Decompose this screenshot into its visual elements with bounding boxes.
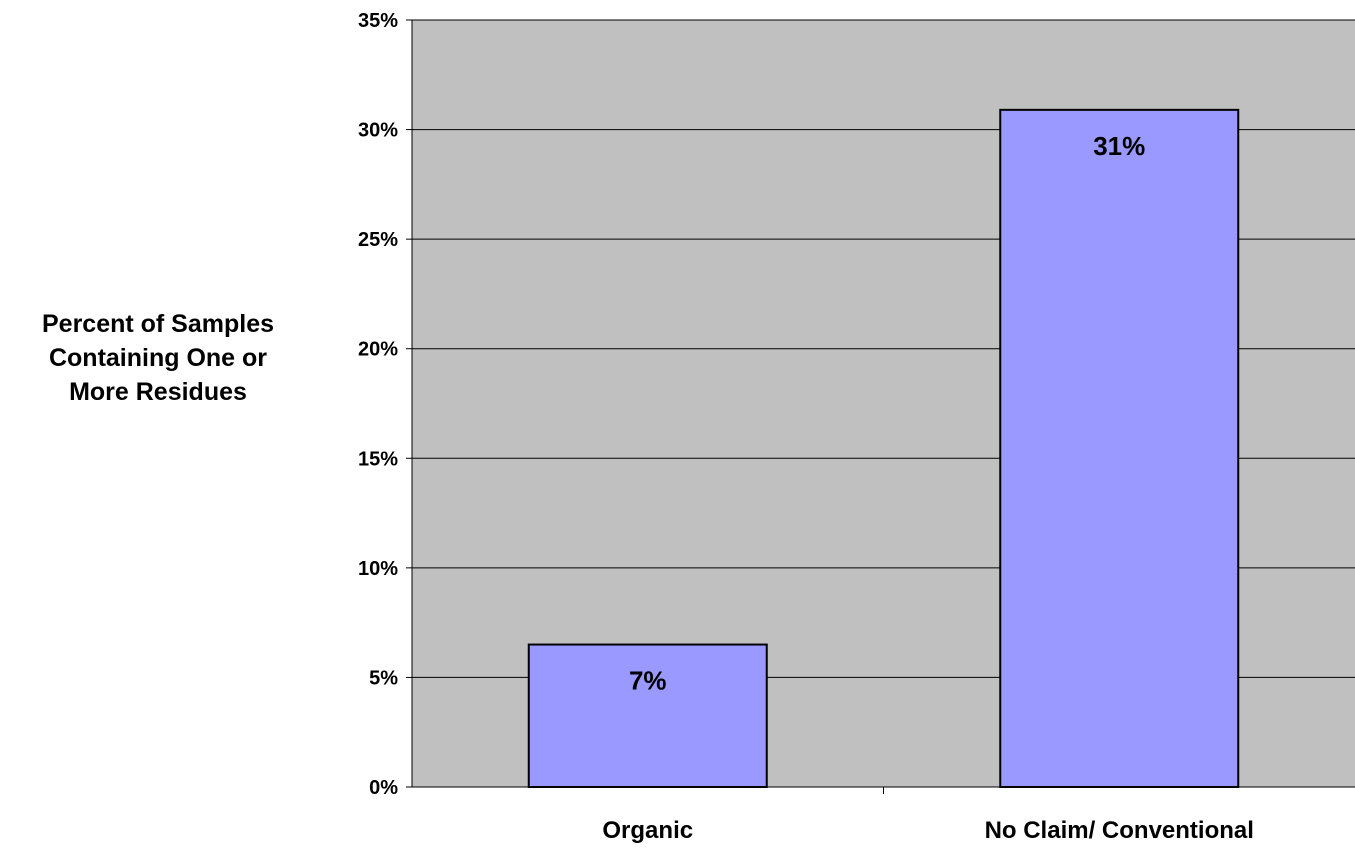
y-axis-title-line: More Residues [69,378,247,406]
bars [527,108,1240,788]
y-tick-label: 30% [358,120,398,142]
data-labels: 7% 31% [629,131,1145,696]
y-tick-label: 20% [358,339,398,361]
y-tick-label: 25% [358,229,398,251]
y-tick-labels: 0% 5% 10% 15% 20% 25% 30% 35% [358,10,398,799]
bar-0 [527,643,768,788]
y-tick-label: 35% [358,10,398,32]
data-label: 7% [629,666,667,696]
y-tick-label: 0% [369,777,398,799]
x-tick-label: No Claim/ Conventional [985,817,1254,844]
y-axis-title: Percent of Samples Containing One or More … [42,310,274,406]
y-tick-label: 10% [358,558,398,580]
axes [406,19,1355,794]
y-axis-title-line: Containing One or [49,344,267,372]
x-tick-label: Organic [602,817,693,844]
x-tick-labels: Organic No Claim/ Conventional [602,817,1254,844]
bar-1 [999,108,1240,788]
y-tick-label: 15% [358,448,398,470]
y-axis-title-line: Percent of Samples [42,310,274,338]
data-label: 31% [1093,131,1145,161]
y-tick-label: 5% [369,667,398,689]
